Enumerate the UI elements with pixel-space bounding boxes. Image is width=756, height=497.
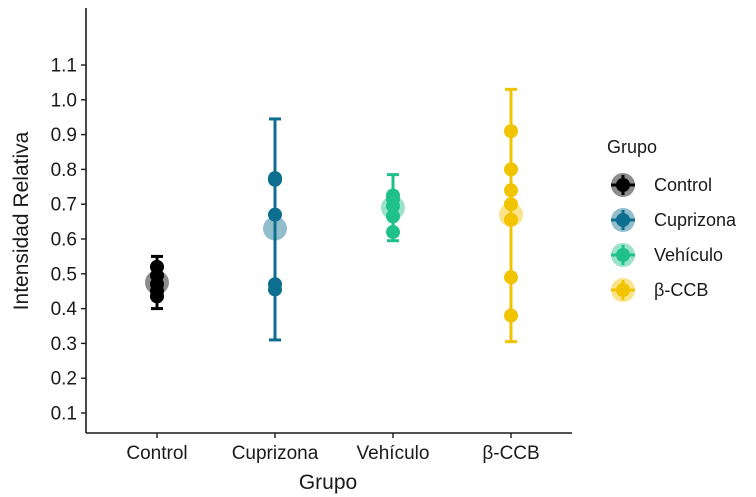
y-tick-label: 0.5 <box>51 264 77 285</box>
data-point <box>268 172 282 187</box>
mean-point <box>381 195 405 220</box>
y-tick-label: 1.1 <box>51 56 77 77</box>
legend-item: Vehículo <box>611 243 723 267</box>
data-point <box>268 282 282 297</box>
x-tick-label: Control <box>126 443 187 464</box>
y-ticks: 0.1 0.2 0.3 0.4 0.5 0.6 0.7 0.8 0.9 1.0 1.1 <box>51 56 86 425</box>
axes: 0.1 0.2 0.3 0.4 0.5 0.6 0.7 0.8 0.9 1.0 1.1 Contro… <box>51 8 572 464</box>
y-tick-label: 0.2 <box>51 369 77 390</box>
data-point <box>504 162 518 177</box>
x-tick-label: β-CCB <box>482 443 539 464</box>
legend-point-swatch <box>616 283 630 297</box>
legend-item: β-CCB <box>611 278 708 302</box>
x-axis-title: Grupo <box>299 471 357 494</box>
data-point <box>504 212 518 227</box>
series-group <box>145 254 169 311</box>
y-tick-label: 0.7 <box>51 195 77 216</box>
y-tick-label: 0.8 <box>51 160 77 181</box>
data-point <box>504 183 518 198</box>
plot-marks <box>145 87 523 344</box>
mean-point <box>145 270 169 295</box>
legend-items: Control Cuprizona Vehículo β-CCB <box>611 173 737 302</box>
legend-label: Control <box>654 175 712 195</box>
y-tick-label: 0.6 <box>51 230 77 251</box>
legend-label: β-CCB <box>654 280 708 300</box>
mean-point <box>263 216 287 241</box>
data-point <box>268 207 282 222</box>
legend-label: Vehículo <box>654 245 723 265</box>
y-tick-label: 0.3 <box>51 334 77 355</box>
mean-point <box>499 202 523 227</box>
legend-label: Cuprizona <box>654 210 737 230</box>
series-group <box>263 117 287 342</box>
data-point <box>504 308 518 323</box>
x-tick-label: Vehículo <box>357 443 430 464</box>
data-point <box>386 198 400 213</box>
legend: Grupo Control Cuprizona Vehículo β-CCB <box>607 137 737 302</box>
legend-item: Control <box>611 173 712 197</box>
legend-point-swatch <box>616 178 630 192</box>
x-ticks: Control Cuprizona Vehículo β-CCB <box>126 433 540 464</box>
legend-point-swatch <box>616 248 630 262</box>
data-point <box>504 197 518 212</box>
y-tick-label: 0.1 <box>51 404 77 425</box>
data-point <box>504 124 518 139</box>
legend-point-swatch <box>616 213 630 227</box>
data-point <box>504 270 518 285</box>
y-tick-label: 0.9 <box>51 125 77 146</box>
x-tick-label: Cuprizona <box>232 443 319 464</box>
legend-item: Cuprizona <box>611 208 737 232</box>
y-tick-label: 0.4 <box>51 299 78 320</box>
y-axis-title: Intensidad Relativa <box>10 131 33 310</box>
series-group <box>381 173 405 243</box>
series-group <box>499 87 523 344</box>
legend-title: Grupo <box>607 137 657 157</box>
y-tick-label: 1.0 <box>51 90 77 111</box>
data-point <box>386 225 400 240</box>
data-point <box>150 289 164 304</box>
data-point <box>386 209 400 224</box>
